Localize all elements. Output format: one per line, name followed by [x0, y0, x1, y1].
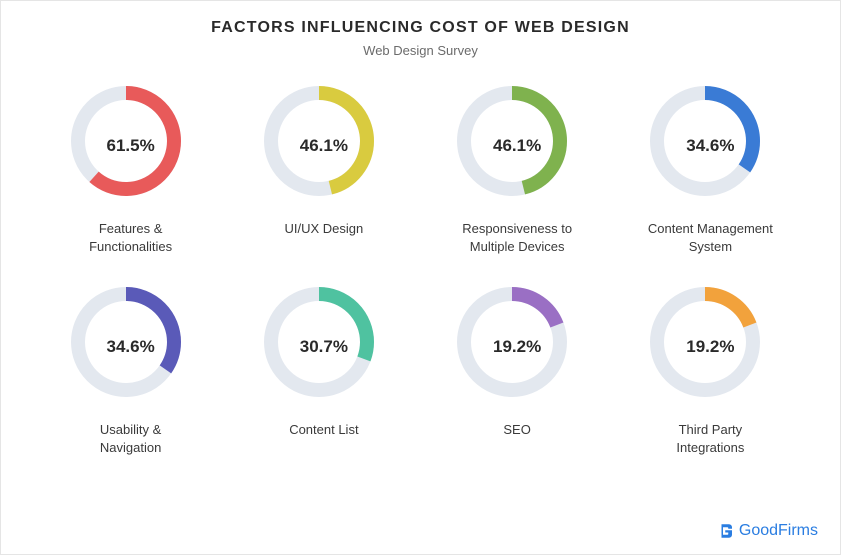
donut-chart: 46.1% [457, 86, 577, 206]
donut-label: Content ManagementSystem [648, 220, 773, 255]
donut-chart: 30.7% [264, 287, 384, 407]
donut-value: 46.1% [457, 86, 577, 206]
donut-value: 61.5% [71, 86, 191, 206]
donut-grid: 61.5% Features &Functionalities 46.1% UI/UX… [1, 58, 840, 456]
donut-chart: 19.2% [457, 287, 577, 407]
goodfirms-icon [717, 522, 735, 540]
donut-cell: 34.6% Content ManagementSystem [619, 86, 802, 255]
donut-cell: 19.2% Third PartyIntegrations [619, 287, 802, 456]
donut-label: Content List [289, 421, 358, 439]
donut-value: 34.6% [71, 287, 191, 407]
donut-label: Features &Functionalities [89, 220, 172, 255]
brand-logo: GoodFirms [717, 522, 818, 540]
donut-label: Responsiveness toMultiple Devices [462, 220, 572, 255]
donut-label: Usability &Navigation [100, 421, 161, 456]
donut-value: 34.6% [650, 86, 770, 206]
donut-value: 46.1% [264, 86, 384, 206]
donut-chart: 34.6% [71, 287, 191, 407]
donut-cell: 46.1% Responsiveness toMultiple Devices [426, 86, 609, 255]
donut-cell: 46.1% UI/UX Design [232, 86, 415, 255]
header: FACTORS INFLUENCING COST OF WEB DESIGN W… [1, 1, 840, 58]
donut-label: SEO [503, 421, 530, 439]
donut-chart: 61.5% [71, 86, 191, 206]
donut-chart: 34.6% [650, 86, 770, 206]
donut-label: UI/UX Design [285, 220, 364, 238]
donut-label: Third PartyIntegrations [676, 421, 744, 456]
page-title: FACTORS INFLUENCING COST OF WEB DESIGN [1, 19, 840, 37]
donut-value: 19.2% [650, 287, 770, 407]
brand-name: GoodFirms [739, 522, 818, 540]
donut-cell: 61.5% Features &Functionalities [39, 86, 222, 255]
donut-chart: 19.2% [650, 287, 770, 407]
donut-cell: 34.6% Usability &Navigation [39, 287, 222, 456]
donut-value: 30.7% [264, 287, 384, 407]
donut-cell: 19.2% SEO [426, 287, 609, 456]
donut-cell: 30.7% Content List [232, 287, 415, 456]
donut-chart: 46.1% [264, 86, 384, 206]
donut-value: 19.2% [457, 287, 577, 407]
page-subtitle: Web Design Survey [1, 43, 840, 58]
